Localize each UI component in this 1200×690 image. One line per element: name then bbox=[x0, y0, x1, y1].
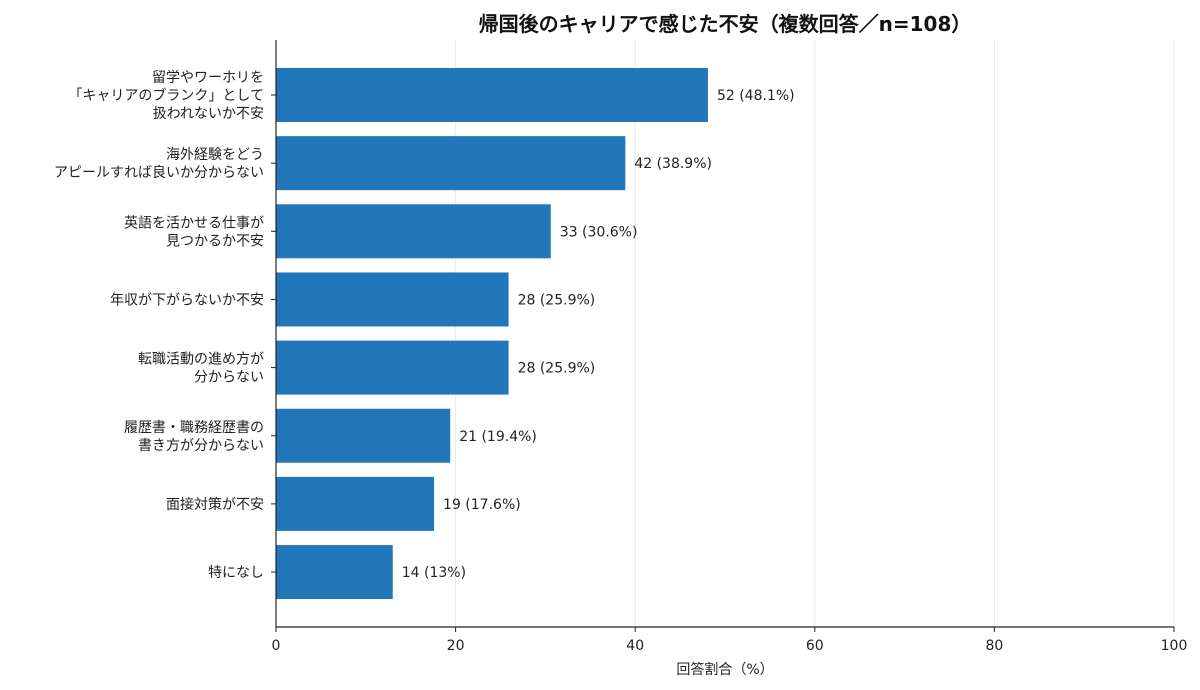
x-tick-label: 80 bbox=[985, 638, 1003, 654]
x-tick-label: 100 bbox=[1161, 638, 1188, 654]
data-label: 28 (25.9%) bbox=[518, 292, 596, 308]
category-label: 英語を活かせる仕事が見つかるか不安 bbox=[124, 214, 264, 249]
data-label: 14 (13%) bbox=[402, 565, 466, 581]
chart-title: 帰国後のキャリアで感じた不安（複数回答／n=108） bbox=[478, 12, 972, 36]
bar bbox=[276, 340, 509, 395]
x-tick-label: 40 bbox=[626, 638, 644, 654]
category-label: 海外経験をどうアピールすれば良いか分からない bbox=[54, 147, 264, 181]
x-tick-label: 60 bbox=[806, 638, 824, 654]
x-axis-title: 回答割合（%） bbox=[676, 661, 773, 678]
bar bbox=[276, 204, 551, 259]
data-label: 42 (38.9%) bbox=[634, 156, 712, 172]
bar bbox=[276, 136, 626, 191]
bar bbox=[276, 476, 435, 531]
bar bbox=[276, 545, 393, 600]
data-label: 33 (30.6%) bbox=[560, 224, 638, 240]
category-label: 履歴書・職務経歴書の書き方が分からない bbox=[124, 420, 264, 454]
bar bbox=[276, 408, 451, 463]
data-label: 52 (48.1%) bbox=[717, 88, 795, 104]
bar bbox=[276, 68, 708, 122]
category-label: 留学やワーホリを「キャリアのブランク」として扱われないか不安 bbox=[68, 70, 264, 122]
category-label: 年収が下がらないか不安 bbox=[110, 292, 264, 308]
category-label: 転職活動の進め方が分からない bbox=[138, 352, 264, 386]
bar bbox=[276, 272, 509, 327]
category-label: 特になし bbox=[208, 565, 264, 581]
x-tick-label: 0 bbox=[272, 638, 281, 654]
data-label: 19 (17.6%) bbox=[443, 497, 521, 513]
data-label: 21 (19.4%) bbox=[459, 429, 537, 445]
x-tick-label: 20 bbox=[447, 638, 465, 654]
category-label: 面接対策が不安 bbox=[166, 496, 264, 513]
data-label: 28 (25.9%) bbox=[518, 361, 596, 377]
